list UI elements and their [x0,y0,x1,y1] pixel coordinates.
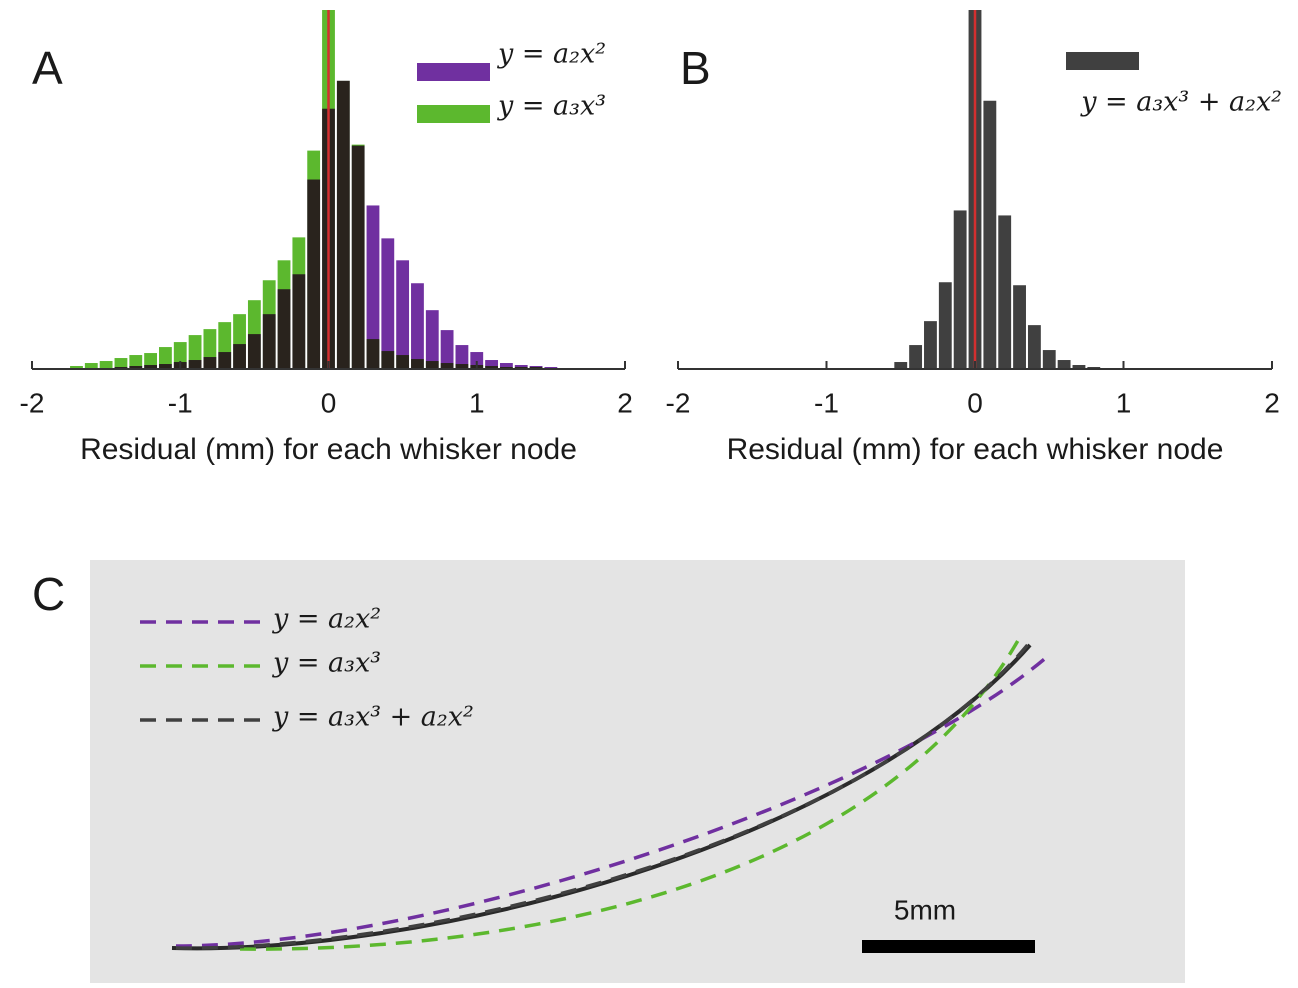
bar [247,300,261,369]
x-tick-label: -1 [814,387,839,418]
bar [440,363,454,369]
bar [411,359,424,369]
bar [1057,360,1071,369]
x-tick-label: 0 [321,387,337,418]
scale-bar [862,940,1035,953]
bar [499,363,513,369]
bar [1013,285,1026,369]
bar [455,345,469,369]
bar [203,329,217,369]
legend-swatch [417,105,490,123]
panel-letter: A [32,42,63,94]
fit-curve [175,640,1032,950]
bar [924,321,937,369]
legend-label: y = a₂x² [497,39,606,70]
bar [470,352,484,369]
bar [188,335,202,369]
panel-letter: B [680,42,711,94]
bar [909,345,923,369]
bar [1042,350,1056,369]
bar [425,310,439,369]
legend-label: y = a₃x³ + a₂x² [272,702,474,733]
bar [159,347,172,369]
bar [307,150,321,369]
bar [396,260,410,369]
bar [411,283,424,369]
bar [336,80,350,369]
x-tick-label: -1 [168,387,193,418]
x-tick-label: 0 [967,387,983,418]
bar [84,363,98,369]
bar [70,366,83,369]
bar [485,366,498,369]
bar [292,237,306,369]
legend-label: y = a₂x² [272,604,381,635]
bar [277,260,291,369]
bar [173,342,187,369]
fit-curve [175,654,1050,948]
x-tick-label: 2 [1264,387,1280,418]
x-tick-label: -2 [20,387,45,418]
scale-bar-label: 5mm [894,894,956,925]
x-axis-label: Residual (mm) for each whisker node [80,433,577,466]
bar [1072,365,1086,369]
legend-label: y = a₃x³ + a₂x² [1080,87,1282,118]
bar [440,330,454,369]
photo-background [90,560,1185,983]
plot [70,10,602,369]
image-panel: 5mm C [32,560,1185,983]
x-tick-label: 2 [617,387,633,418]
bar [114,358,128,369]
bar [425,361,439,369]
x-tick-label: 1 [1116,387,1132,418]
bar [99,361,113,369]
bar [894,362,908,369]
bar [983,100,997,369]
bar [366,205,380,369]
bar [953,210,967,369]
bar [381,238,395,369]
bar [129,355,143,369]
legend-swatch [417,63,490,81]
bar [381,351,395,369]
x-tick-label: 1 [469,387,485,418]
bar [1027,325,1041,369]
plot [864,10,1116,369]
bar [144,353,158,369]
bar [455,364,469,369]
bar [351,144,365,369]
legend-label: y = a₃x³ [497,91,606,122]
bar [262,280,276,369]
x-tick-label: -2 [666,387,691,418]
bar [218,322,232,369]
fit-curve [239,636,1022,951]
bar [998,215,1012,369]
legend-swatch [1066,52,1139,70]
panel-letter: C [32,568,65,620]
bar [396,355,410,369]
bar [233,314,246,369]
bar [485,360,498,369]
x-axis-label: Residual (mm) for each whisker node [727,433,1224,466]
bar [938,282,952,369]
legend-label: y = a₃x³ [272,648,381,679]
bar [366,339,380,369]
